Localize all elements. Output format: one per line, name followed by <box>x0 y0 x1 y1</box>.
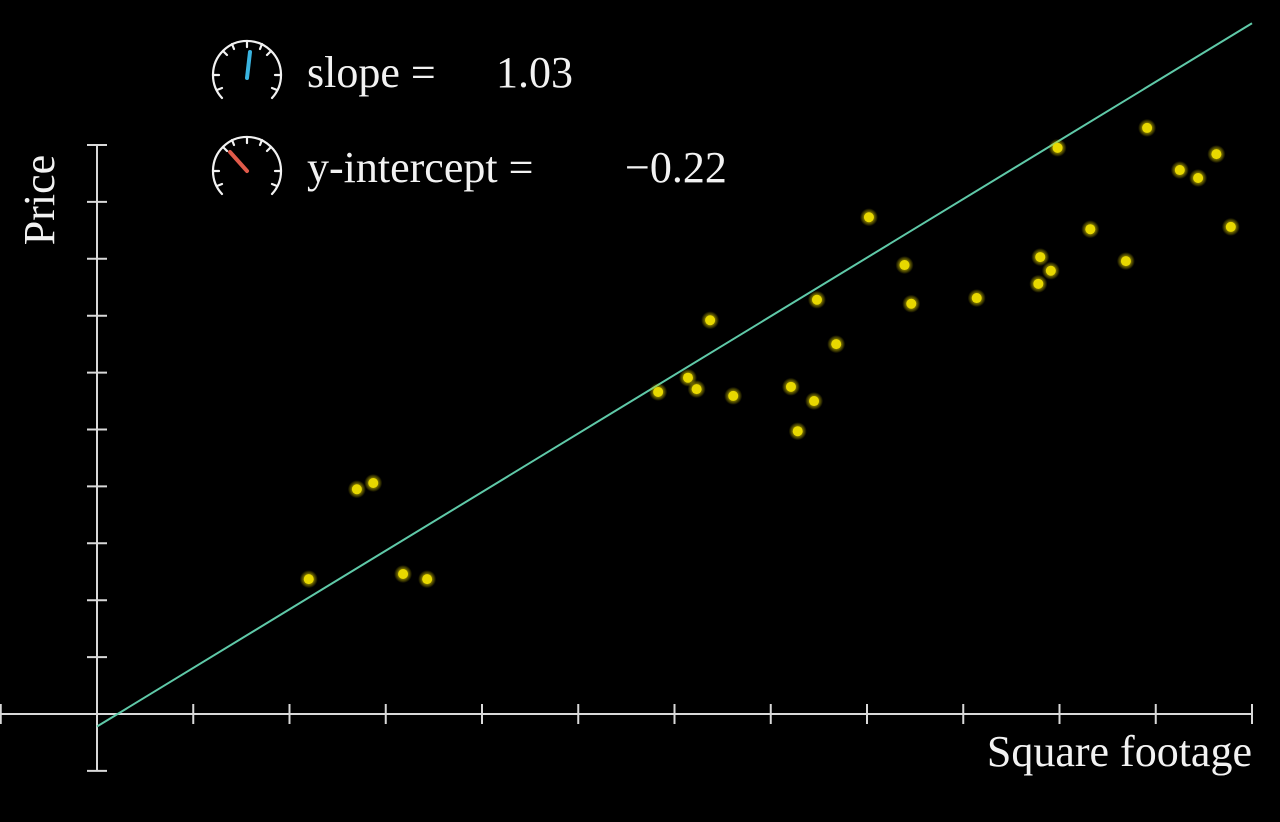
data-point <box>705 315 716 326</box>
data-point <box>682 372 693 383</box>
data-point <box>398 569 409 580</box>
data-point <box>691 384 702 395</box>
data-point <box>1120 256 1131 267</box>
data-point <box>1142 122 1153 133</box>
data-point <box>368 477 379 488</box>
data-point <box>1174 165 1185 176</box>
data-point <box>303 574 314 585</box>
data-point <box>728 390 739 401</box>
intercept-label: y-intercept = <box>307 143 533 192</box>
data-point <box>899 260 910 271</box>
data-point <box>653 386 664 397</box>
data-point <box>863 212 874 223</box>
data-point <box>811 294 822 305</box>
data-point <box>351 484 362 495</box>
data-point <box>1035 252 1046 263</box>
data-point <box>1045 265 1056 276</box>
slope-label: slope = <box>307 48 436 97</box>
slope-value: 1.03 <box>496 48 573 97</box>
data-point <box>831 339 842 350</box>
data-point <box>1085 224 1096 235</box>
data-point <box>971 293 982 304</box>
intercept-gauge <box>211 135 283 196</box>
data-point <box>422 574 433 585</box>
data-point <box>1052 142 1063 153</box>
data-point <box>1211 149 1222 160</box>
data-point <box>1225 221 1236 232</box>
data-point <box>1033 278 1044 289</box>
fit-line <box>96 22 1253 728</box>
data-point <box>792 426 803 437</box>
data-point <box>906 298 917 309</box>
slope-gauge <box>211 39 283 100</box>
data-point <box>785 381 796 392</box>
x-axis-label: Square footage <box>987 727 1252 776</box>
y-axis-label: Price <box>15 155 64 245</box>
data-point <box>809 396 820 407</box>
intercept-value: −0.22 <box>625 143 727 192</box>
data-point <box>1193 173 1204 184</box>
